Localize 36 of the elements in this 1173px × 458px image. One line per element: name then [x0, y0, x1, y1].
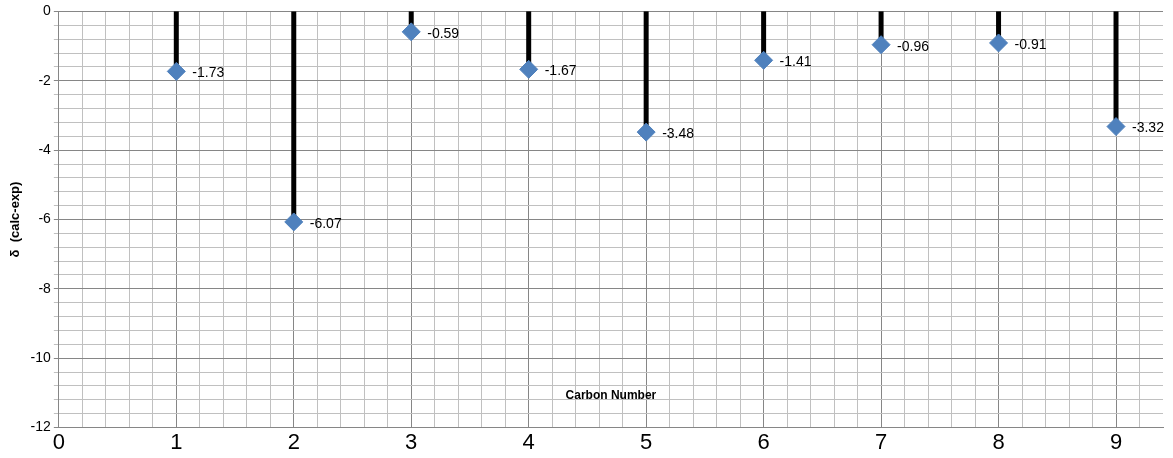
point	[284, 212, 304, 232]
y-tick-label: -10	[30, 349, 52, 366]
x-tick-label: 2	[287, 428, 300, 454]
x-tick-label: 6	[757, 428, 770, 454]
x-tick-label: 9	[1109, 428, 1123, 454]
x-tick-label: 7	[874, 428, 888, 454]
point	[166, 61, 186, 81]
point	[1106, 117, 1126, 137]
point	[519, 59, 539, 79]
data-label: -0.96	[897, 37, 930, 54]
y-tick-label: -2	[38, 71, 52, 88]
y-axis-title: δ (calc-exp)	[7, 181, 23, 258]
point	[871, 35, 891, 55]
data-label: -3.48	[662, 124, 695, 141]
point	[989, 33, 1009, 53]
x-tick-label: 3	[405, 428, 418, 454]
x-tick-label: 4	[522, 428, 535, 454]
point	[754, 50, 774, 70]
data-label: -1.67	[544, 62, 577, 79]
x-axis-title: Carbon Number	[565, 387, 657, 402]
data-label: -6.07	[309, 214, 342, 231]
x-tick-label: 8	[992, 428, 1005, 454]
y-tick-label: -12	[30, 418, 52, 435]
x-tick-label: 1	[170, 428, 183, 454]
y-tick-label: -8	[38, 279, 52, 296]
data-label: -3.32	[1132, 119, 1165, 136]
y-tick-label: 0	[43, 2, 52, 19]
y-tick-label: -6	[38, 210, 52, 227]
y-tick-label: -4	[38, 140, 52, 157]
x-tick-label: 5	[640, 428, 653, 454]
data-label: -1.41	[779, 53, 812, 70]
point	[401, 22, 421, 42]
point	[636, 122, 656, 142]
data-label: -1.73	[192, 64, 225, 81]
data-label: -0.59	[427, 24, 460, 41]
data-label: -0.91	[1014, 35, 1047, 52]
